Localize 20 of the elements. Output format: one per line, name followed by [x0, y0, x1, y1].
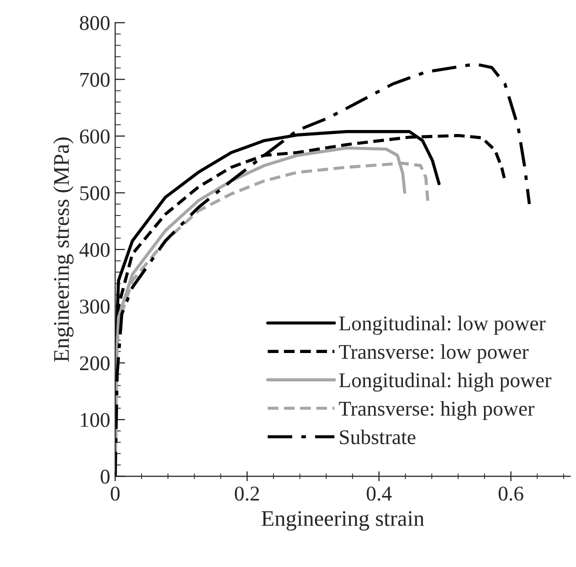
y-tick-label: 300 — [80, 300, 110, 314]
y-tick-label: 800 — [80, 16, 110, 30]
y-tick-label: 0 — [100, 470, 110, 484]
y-tick-label: 200 — [80, 356, 110, 370]
y-tick-label: 500 — [80, 186, 110, 200]
legend-label: Longitudinal: high power — [339, 372, 552, 392]
x-tick-label: 0 — [110, 486, 120, 501]
y-tick-label: 400 — [79, 242, 110, 257]
y-tick-label: 700 — [80, 72, 110, 87]
legend-label: Substrate — [340, 430, 416, 444]
x-tick-label: 0.2 — [234, 486, 259, 501]
y-axis-title: Engineering stress (MPa) — [53, 138, 74, 362]
x-tick-label: 0.6 — [498, 486, 524, 501]
legend-label: Longitudinal: low power — [339, 316, 546, 335]
x-tick-label: 0.4 — [366, 486, 392, 501]
y-tick-label: 100 — [80, 412, 110, 428]
legend-label: Transverse: high power — [338, 401, 534, 420]
x-axis-title: Engineering strain — [262, 511, 424, 531]
legend-label: Transverse: low power — [338, 344, 529, 364]
y-tick-label: 600 — [80, 129, 110, 144]
